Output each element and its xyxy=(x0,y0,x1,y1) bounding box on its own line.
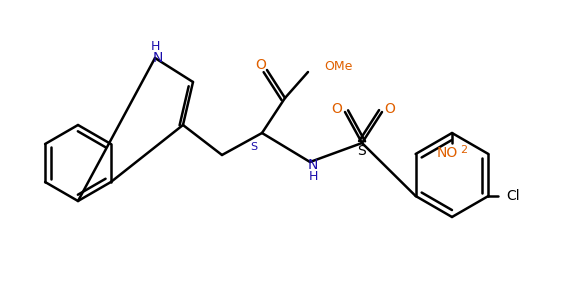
Text: NO: NO xyxy=(437,146,457,160)
Text: N: N xyxy=(308,158,318,172)
Text: O: O xyxy=(255,58,266,72)
Text: O: O xyxy=(332,102,342,116)
Text: H: H xyxy=(308,171,318,184)
Text: 2: 2 xyxy=(460,145,467,155)
Text: S: S xyxy=(358,144,367,158)
Text: Cl: Cl xyxy=(507,189,520,203)
Text: OMe: OMe xyxy=(324,61,353,74)
Text: S: S xyxy=(251,142,258,152)
Text: O: O xyxy=(384,102,395,116)
Text: H: H xyxy=(151,39,160,52)
Text: N: N xyxy=(153,51,163,65)
